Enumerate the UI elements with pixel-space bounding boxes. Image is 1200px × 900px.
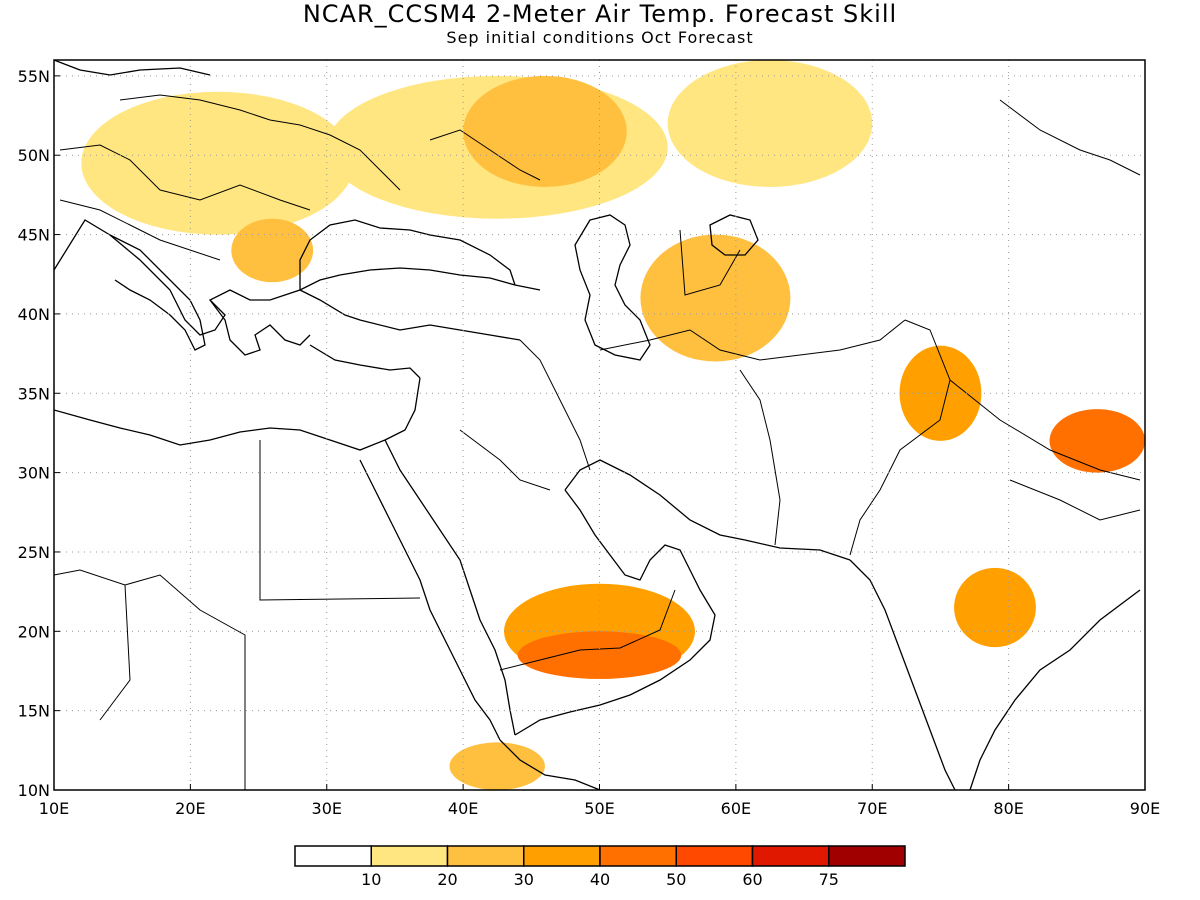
legend-swatch [751,845,830,867]
caspian-sea [574,214,651,361]
skill-region-11 [449,742,545,790]
levant-coast [384,377,421,441]
lat-tick-label: 45N [18,226,50,245]
skill-shading-layer [81,60,1145,790]
legend-swatch [446,845,525,867]
red-sea-east-coast [384,439,516,736]
makran-coast [744,539,851,561]
skill-region-5 [640,234,791,362]
lon-tick-label: 70E [857,799,887,818]
lon-tick-label: 60E [721,799,751,818]
arabian-coast [514,489,716,736]
skill-region-8 [899,345,982,441]
persian-gulf-coast [564,459,746,541]
lat-tick-label: 30N [18,464,50,483]
legend-label: 20 [437,870,457,889]
skill-region-3 [463,75,627,187]
legend-label: 75 [819,870,839,889]
italy-coastline [109,234,206,351]
lat-tick-label: 55N [18,67,50,86]
greece-coastline [209,299,311,356]
lat-tick-label: 35N [18,384,50,403]
horn-of-africa-coast [499,739,601,790]
legend-label: 30 [514,870,534,889]
border-lines [54,94,1141,790]
lon-tick-label: 20E [175,799,205,818]
legend-label: 10 [361,870,381,889]
skill-region-1 [231,218,314,283]
legend-label: 50 [666,870,686,889]
red-sea-west-coast [359,459,501,741]
anatolia-south-coast [309,344,421,379]
lon-tick-label: 50E [584,799,614,818]
skill-region-9 [1049,409,1145,473]
axis-label-layer: 10E 20E 30E 40E 50E 60E 70E 80E 90E 10N 15N 20N 25N 3… [18,67,1161,818]
skill-region-4 [667,60,873,187]
black-sea-coast [299,219,516,290]
skill-region-10 [954,567,1036,648]
lat-tick-label: 10N [18,781,50,800]
lat-tick-label: 25N [18,543,50,562]
turkey-coastline [299,267,541,291]
india-west-coast [849,559,956,790]
baltic-coast [54,60,211,76]
lon-tick-label: 30E [312,799,342,818]
legend-swatch [523,845,601,867]
legend-swatch [370,845,449,867]
legend-swatches [294,845,906,867]
skill-region-0 [81,91,355,235]
lat-tick-label: 40N [18,305,50,324]
legend-swatch [599,845,677,867]
europe-coastline [54,219,521,341]
lat-tick-label: 15N [18,702,50,721]
lon-tick-label: 80E [993,799,1023,818]
lon-tick-label: 10E [39,799,69,818]
legend-swatch [294,845,372,867]
india-east-coast [969,589,1141,790]
legend-label: 60 [742,870,762,889]
legend-swatch [675,845,754,867]
legend-labels: 10 20 30 40 50 60 75 [361,870,839,889]
coastline-layer [54,60,1141,790]
lat-tick-label: 20N [18,622,50,641]
color-legend: 10 20 30 40 50 60 75 [294,845,906,889]
axis-tick-layer [53,75,1146,791]
legend-swatch [828,845,906,867]
legend-label: 40 [590,870,610,889]
map-subtitle: Sep initial conditions Oct Forecast [446,28,754,47]
lat-tick-label: 50N [18,146,50,165]
skill-region-7 [517,631,682,679]
north-africa-coast [54,409,386,451]
aral-sea [709,214,759,256]
lon-tick-label: 90E [1130,799,1160,818]
country-border-layer [54,94,1141,790]
lon-tick-label: 40E [448,799,478,818]
map-title: NCAR_CCSM4 2-Meter Air Temp. Forecast Sk… [302,0,898,28]
